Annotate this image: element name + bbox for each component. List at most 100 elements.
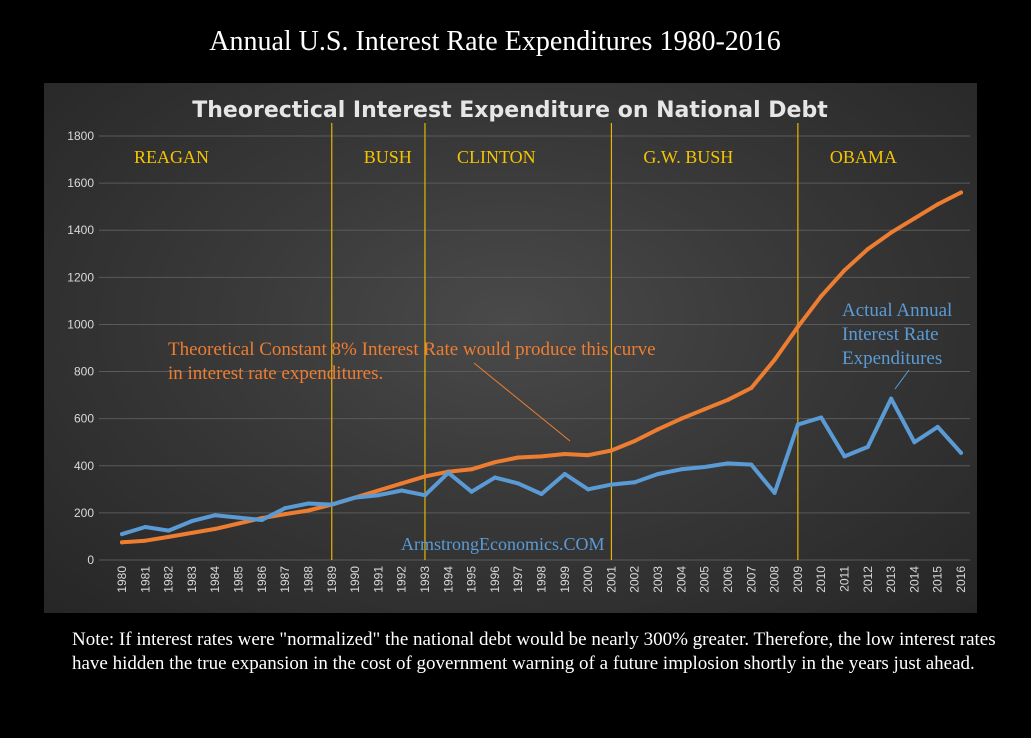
series-2-point [912,440,917,445]
x-tick-label: 2007 [744,566,758,593]
x-tick-label: 1985 [232,566,246,593]
y-tick-label: 1200 [67,270,94,284]
series-1-point [306,508,311,513]
x-tick-label: 1986 [255,566,269,593]
y-tick-label: 200 [74,506,94,520]
x-tick-label: 1984 [208,566,222,593]
series-2-point [842,454,847,459]
series-2-point [143,525,148,530]
chart-panel [44,83,977,613]
x-tick-label: 2015 [931,566,945,593]
series-1-point [213,526,218,531]
x-tick-label: 2004 [674,566,688,593]
x-tick-label: 1981 [138,566,152,593]
y-tick-label: 800 [74,365,94,379]
series-1-point [725,397,730,402]
series-2-point [679,467,684,472]
x-tick-label: 2006 [721,566,735,593]
orange-annotation-line-2: in interest rate expenditures. [168,363,383,384]
y-tick-label: 1400 [67,223,94,237]
x-tick-label: 1999 [558,566,572,593]
series-2-point [446,470,451,475]
series-2-point [306,501,311,506]
x-tick-label: 2005 [698,566,712,593]
y-tick-label: 600 [74,412,94,426]
series-1-point [586,453,591,458]
series-2-point [562,472,567,477]
x-tick-label: 2016 [954,566,968,593]
series-2-point [889,396,894,401]
series-2-point [865,444,870,449]
series-2-point [166,528,171,533]
orange-annotation-line-1: Theoretical Constant 8% Interest Rate wo… [168,339,656,360]
series-2-point [725,461,730,466]
series-1-point [889,230,894,235]
x-tick-label: 1987 [278,566,292,593]
series-1-point [819,294,824,299]
series-2-point [656,472,661,477]
series-1-point [609,448,614,453]
x-tick-label: 2011 [837,566,851,592]
series-2-point [259,517,264,522]
x-tick-label: 2009 [791,566,805,593]
series-1-point [749,386,754,391]
series-2-point [749,462,754,467]
x-tick-label: 2001 [604,566,618,593]
series-1-point [120,540,124,545]
x-tick-label: 1989 [325,566,339,593]
series-2-point [492,475,497,480]
blue-annotation-line-3: Expenditures [842,348,942,369]
president-label: OBAMA [830,147,897,167]
x-tick-label: 1995 [465,566,479,593]
series-2-point [422,493,427,498]
x-tick-label: 1982 [162,566,176,593]
president-label: BUSH [364,147,412,167]
y-tick-label: 1000 [67,317,94,331]
series-2-point [329,502,334,507]
series-1-point [702,407,707,412]
x-tick-label: 1994 [441,566,455,593]
series-1-point [236,521,241,526]
series-1-point [679,416,684,421]
series-1-point [772,357,777,362]
series-1-point [912,216,917,221]
president-label: REAGAN [134,147,209,167]
series-1-point [283,512,288,517]
series-1-point [539,454,544,459]
x-tick-label: 1997 [511,566,525,593]
series-2-point [283,506,288,511]
series-1-point [422,474,427,479]
series-2-point [539,492,544,497]
x-tick-label: 2014 [907,566,921,593]
watermark-text: ArmstrongEconomics.COM [401,534,604,554]
series-1-point [935,202,940,207]
page-title: Annual U.S. Interest Rate Expenditures 1… [209,26,781,57]
series-2-point [236,515,241,520]
series-1-point [959,190,963,195]
series-2-point [959,450,963,455]
series-2-point [469,489,474,494]
series-2-point [353,495,358,500]
series-2-point [516,481,521,486]
x-tick-label: 2013 [884,566,898,593]
series-2-point [399,488,404,493]
x-tick-label: 1991 [371,566,385,593]
series-1-point [632,439,637,444]
series-2-point [213,513,218,518]
series-1-point [795,324,800,329]
x-tick-label: 1998 [535,566,549,593]
y-tick-label: 400 [74,459,94,473]
x-tick-label: 2002 [628,566,642,593]
series-2-point [819,415,824,420]
series-2-point [795,422,800,427]
series-2-point [702,464,707,469]
series-2-point [120,532,124,537]
series-2-point [772,490,777,495]
chart-title: Theorectical Interest Expenditure on Nat… [192,98,828,123]
x-tick-label: 1993 [418,566,432,593]
x-tick-label: 1990 [348,566,362,593]
series-2-point [609,482,614,487]
series-1-point [492,460,497,465]
president-label: CLINTON [457,147,536,167]
x-tick-label: 1992 [395,566,409,593]
